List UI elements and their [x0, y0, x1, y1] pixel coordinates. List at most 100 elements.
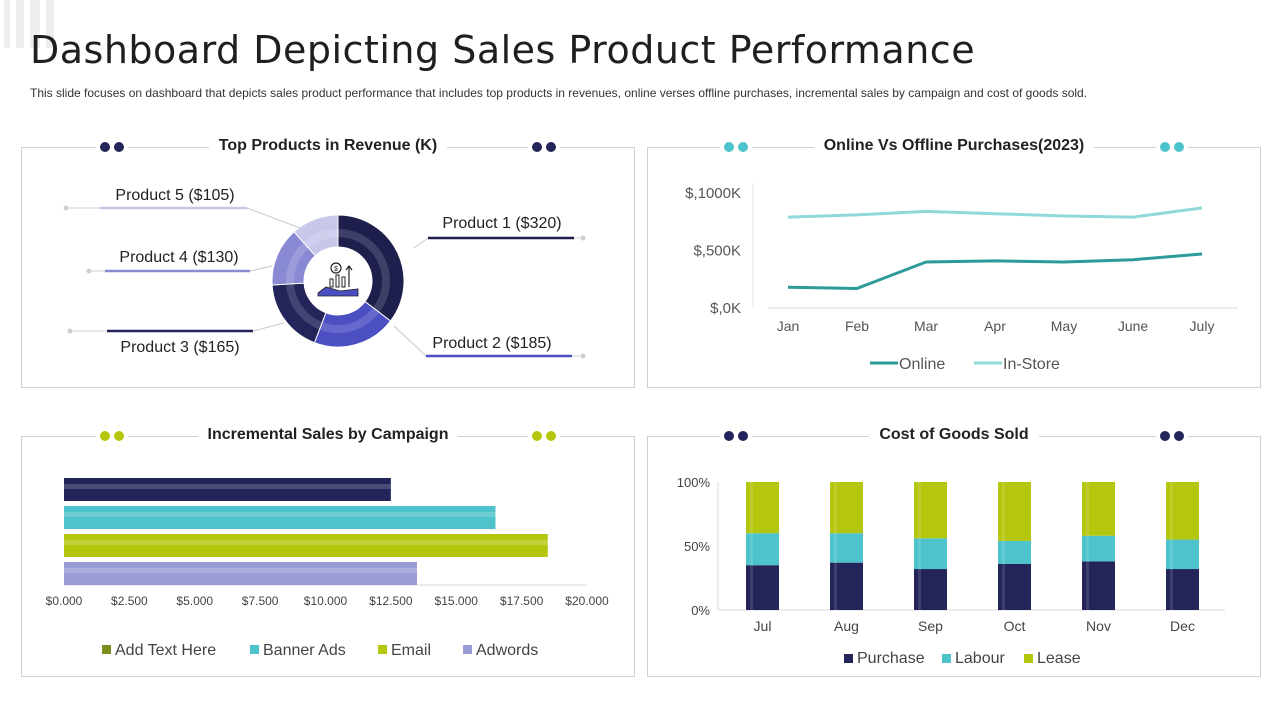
coin-shape [330, 262, 342, 274]
panel-dots-right [528, 431, 560, 441]
x-tick-label: $10.000 [304, 594, 348, 608]
donut-center [304, 247, 372, 315]
x-tick-label: Jul [754, 618, 772, 634]
legend-swatch-labour [942, 654, 951, 663]
bar-adwords [64, 562, 418, 585]
leader-dot-product-5 [63, 205, 69, 211]
stack-segment-labour-sep [914, 538, 947, 570]
bar-email [64, 534, 548, 557]
online-offline-panel: Online Vs Offline Purchases(2023) $,0K $,… [647, 137, 1261, 388]
y-tick-label: $,0K [710, 300, 741, 317]
panel-dots-right [1156, 431, 1188, 441]
legend-swatch-adwords [463, 645, 472, 654]
x-tick-label: $2.500 [111, 594, 148, 608]
x-tick-label: $17.500 [500, 594, 544, 608]
leader-connector-product-5 [246, 207, 301, 229]
online-offline-line-chart: $,0K $,500K $,1000K Jan Feb Mar Apr May June July… [685, 183, 1238, 373]
leader-dot-product-4 [86, 268, 92, 274]
stack-segment-labour-oct [998, 540, 1031, 564]
label-product-3: Product 3 ($165) [120, 339, 239, 356]
legend-label-labour: Labour [955, 650, 1005, 667]
x-tick-label: $12.500 [369, 594, 413, 608]
x-tick-label: Oct [1004, 618, 1026, 634]
legend-swatch-purchase [844, 654, 853, 663]
bar-highlight-adwords [64, 568, 418, 573]
online-offline-title: Online Vs Offline Purchases(2023) [813, 137, 1095, 154]
bar-highlight [1086, 482, 1089, 610]
stack-segment-purchase-sep [914, 569, 947, 610]
money-growth-icon: $ [317, 262, 359, 297]
incremental-panel: Incremental Sales by Campaign $0.000 $2.5… [21, 426, 635, 677]
bar-highlight-banner-ads [64, 512, 496, 517]
icon-bar [341, 276, 346, 288]
cogs-title: Cost of Goods Sold [869, 426, 1039, 443]
panel-dots-left [720, 142, 752, 152]
x-tick-label: $5.000 [176, 594, 213, 608]
y-tick-label: 100% [677, 475, 711, 490]
bar-highlight [918, 482, 921, 610]
incremental-bar-chart: $0.000 $2.500 $5.000 $7.500 $10.000 $12.500 $1… [46, 478, 609, 659]
x-tick-label: Nov [1086, 618, 1111, 634]
leader-connector-product-4 [249, 265, 273, 272]
bar-highlight [1170, 482, 1173, 610]
leader-dot-product-2 [580, 353, 586, 359]
decorative-bars [0, 0, 60, 48]
x-tick-label: Sep [918, 618, 943, 634]
panel-dots-right [1156, 142, 1188, 152]
panel-dots-left [720, 431, 752, 441]
legend-label-email: Email [391, 642, 431, 659]
leader-dot-product-1 [580, 235, 586, 241]
top-products-panel: Top Products in Revenue (K) $ Product 1 (… [21, 137, 635, 388]
page-subtitle: This slide focuses on dashboard that dep… [30, 86, 1088, 100]
icon-arrow [345, 265, 353, 287]
series-line-in-store [787, 206, 1203, 219]
legend-label-lease: Lease [1037, 650, 1081, 667]
stack-segment-lease-dec [1166, 482, 1199, 540]
y-tick-label: 0% [691, 603, 710, 618]
bar-banner-ads [64, 506, 496, 529]
x-tick-label: Dec [1170, 618, 1195, 634]
legend-label-purchase: Purchase [857, 650, 925, 667]
legend-swatch-banner-ads [250, 645, 259, 654]
legend-label-add-text-here: Add Text Here [115, 642, 216, 659]
x-tick-label: Feb [845, 318, 869, 334]
x-tick-label: June [1118, 318, 1149, 334]
stack-segment-lease-oct [998, 482, 1031, 541]
legend-label-online: Online [899, 356, 945, 373]
bar-highlight [1002, 482, 1005, 610]
leader-connector-product-3 [252, 322, 285, 332]
stack-segment-purchase-jul [746, 565, 779, 610]
x-tick-label: $15.000 [435, 594, 479, 608]
y-tick-label: $,500K [693, 243, 741, 260]
legend-label-banner-ads: Banner Ads [263, 642, 346, 659]
bar-highlight [834, 482, 837, 610]
x-tick-label: July [1190, 318, 1215, 334]
cogs-panel: Cost of Goods Sold 0% 50% 100% Jul Aug Sep Oct… [647, 426, 1261, 677]
stack-segment-purchase-dec [1166, 569, 1199, 610]
y-tick-label: $,1000K [685, 185, 741, 202]
revenue-donut-chart: $ Product 1 ($320) Product 2 ($185) Product… [63, 187, 586, 359]
leader-connector-product-2 [393, 325, 427, 357]
x-tick-label: May [1051, 318, 1077, 334]
label-product-2: Product 2 ($185) [432, 335, 551, 352]
stack-segment-labour-aug [830, 533, 863, 563]
icon-bar [329, 278, 334, 288]
stack-segment-labour-dec [1166, 539, 1199, 570]
x-tick-label: Mar [914, 318, 938, 334]
stack-segment-labour-nov [1082, 535, 1115, 562]
label-product-4: Product 4 ($130) [119, 249, 238, 266]
x-tick-label: Jan [777, 318, 800, 334]
incremental-title: Incremental Sales by Campaign [197, 426, 459, 443]
stack-segment-lease-nov [1082, 482, 1115, 536]
leader-connector-product-1 [413, 237, 429, 249]
label-product-5: Product 5 ($105) [115, 187, 234, 204]
cogs-stacked-chart: 0% 50% 100% Jul Aug Sep Oct Nov Dec Purchase Labou… [677, 475, 1225, 667]
panel-dots-left [96, 431, 128, 441]
bar-highlight [750, 482, 753, 610]
bar-add-text-here [64, 478, 391, 501]
donut-inner-ring [286, 229, 390, 333]
legend-swatch-email [378, 645, 387, 654]
x-tick-label: $0.000 [46, 594, 83, 608]
stack-segment-lease-jul [746, 482, 779, 534]
label-product-1: Product 1 ($320) [442, 215, 561, 232]
